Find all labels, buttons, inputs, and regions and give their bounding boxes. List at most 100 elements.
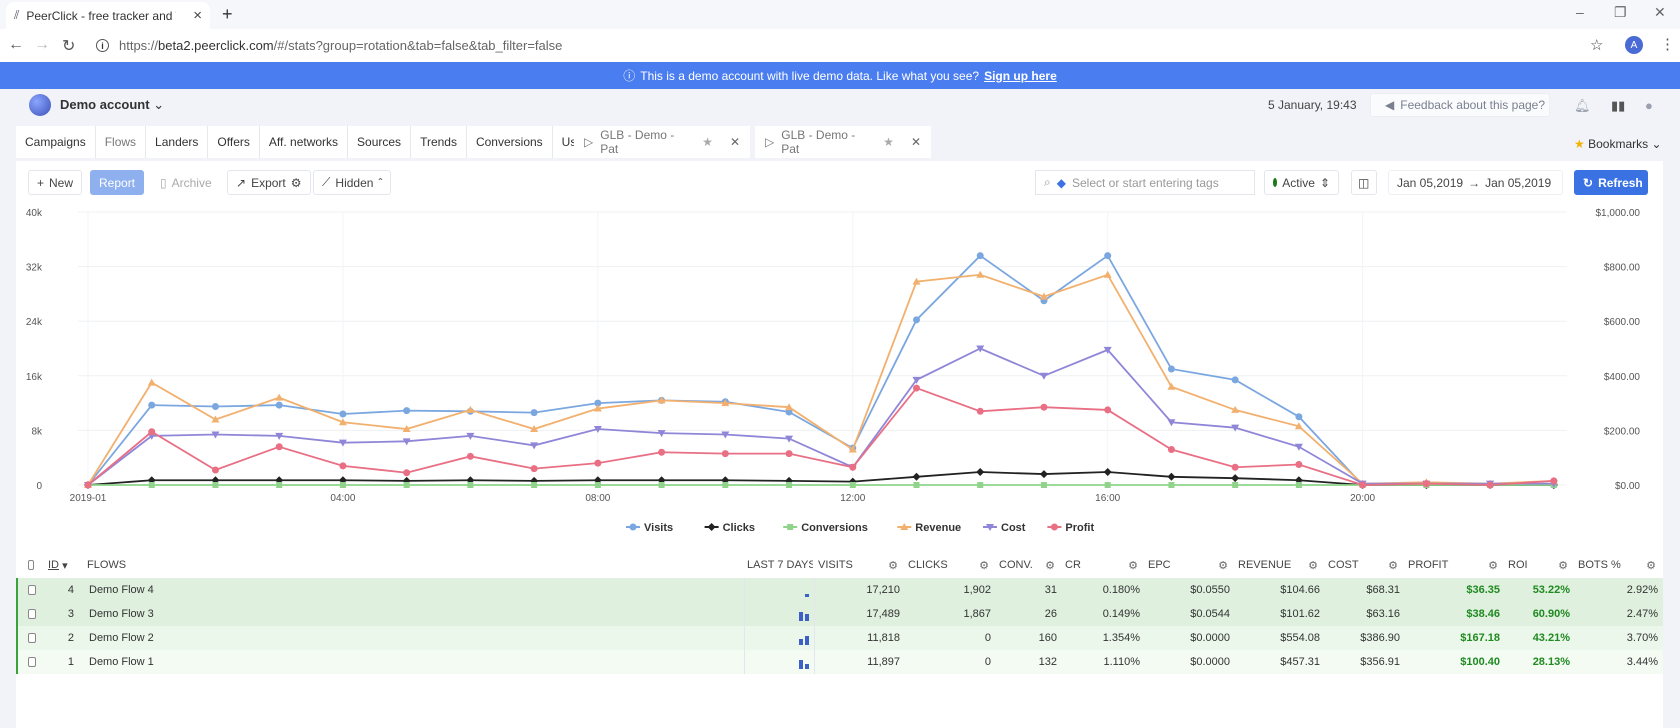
col-last7[interactable]: LAST 7 DAYS <box>742 554 813 576</box>
reload-icon[interactable]: ↻ <box>62 38 76 55</box>
forward-icon[interactable]: → <box>34 36 50 53</box>
back-icon[interactable]: ← <box>8 36 24 53</box>
new-tab-icon[interactable]: + <box>222 4 233 24</box>
cell-checkbox[interactable] <box>18 578 36 602</box>
spark-bar <box>799 612 803 621</box>
browser-tab[interactable]: ⫽ PeerClick - free tracker and TDS × <box>6 2 210 29</box>
cell-name[interactable]: Demo Flow 1 <box>89 656 154 668</box>
spark-bar <box>799 660 803 669</box>
point-visits <box>913 316 921 324</box>
columns-toggle-button[interactable]: ◫ <box>1351 170 1377 195</box>
col-cr[interactable]: CR ⚙ <box>1060 554 1143 576</box>
book-icon[interactable]: ▮▮ <box>1611 98 1626 113</box>
restore-icon[interactable]: ❐ <box>1614 4 1627 20</box>
tab-sources[interactable]: Sources <box>348 126 412 158</box>
cell-name[interactable]: Demo Flow 2 <box>89 632 154 644</box>
close-pinned-icon[interactable]: ✕ <box>910 135 921 149</box>
url-field[interactable]: i https://beta2.peerclick.com/#/stats?gr… <box>96 34 562 57</box>
row-checkbox[interactable] <box>28 585 36 595</box>
sign-up-link[interactable]: Sign up here <box>984 68 1057 83</box>
tab-flows[interactable]: Flows <box>96 126 147 158</box>
export-button[interactable]: ↗ Export ⚙ <box>227 170 311 195</box>
pin-star-icon[interactable]: ★ <box>702 135 713 149</box>
profile-avatar[interactable]: A <box>1625 36 1643 54</box>
col-revenue[interactable]: REVENUE ⚙ <box>1233 554 1323 576</box>
bookmarks-menu[interactable]: ★ Bookmarks ⌄ <box>1574 137 1662 151</box>
tab-aff-networks[interactable]: Aff. networks <box>260 126 349 158</box>
user-icon[interactable]: ● <box>1645 98 1653 113</box>
pinned-tab[interactable]: ▷ GLB - Demo - Pat ★ ✕ <box>755 126 931 158</box>
cell-name[interactable]: Demo Flow 3 <box>89 608 154 620</box>
tab-campaigns[interactable]: Campaigns <box>16 126 96 158</box>
cell-checkbox[interactable] <box>18 626 36 650</box>
gear-icon[interactable]: ⚙ <box>888 559 898 572</box>
archive-button[interactable]: ▯ Archive <box>152 170 220 195</box>
info-icon[interactable]: i <box>96 39 109 52</box>
point-visits <box>403 407 411 415</box>
row-checkbox[interactable] <box>28 609 36 619</box>
col-id-label: ID <box>48 559 59 571</box>
status-select[interactable]: Active ⇕ <box>1264 170 1339 195</box>
tab-landers[interactable]: Landers <box>146 126 209 158</box>
cell-checkbox[interactable] <box>18 650 36 674</box>
gear-icon[interactable]: ⚙ <box>1646 559 1656 572</box>
col-profit[interactable]: PROFIT ⚙ <box>1403 554 1503 576</box>
report-button[interactable]: Report <box>90 170 145 195</box>
y-left-tick-label: 8k <box>31 426 43 437</box>
gear-icon[interactable]: ⚙ <box>1558 559 1568 572</box>
point-revenue <box>593 404 602 412</box>
browser-tab-title: PeerClick - free tracker and TDS <box>26 8 176 23</box>
point-visits <box>339 410 347 418</box>
table-row[interactable]: 3 Demo Flow 3 17,489 1,867 26 0.149% $0.0544 $1… <box>16 602 1663 626</box>
table-row[interactable]: 4 Demo Flow 4 17,210 1,902 31 0.180% $0.0550 $1… <box>16 578 1663 602</box>
date-range-picker[interactable]: Jan 05,2019 → Jan 05,2019 <box>1388 170 1563 195</box>
gear-icon[interactable]: ⚙ <box>1045 559 1055 572</box>
close-tab-icon[interactable]: × <box>193 7 202 24</box>
col-clicks[interactable]: CLICKS ⚙ <box>903 554 994 576</box>
col-visits[interactable]: VISITS ⚙ <box>813 554 903 576</box>
cell-checkbox[interactable] <box>18 602 36 626</box>
gear-icon[interactable]: ⚙ <box>1218 559 1228 572</box>
table-row[interactable]: 1 Demo Flow 1 11,897 0 132 1.110% $0.0000 $457.… <box>16 650 1663 674</box>
columns-icon: ◫ <box>1358 175 1370 190</box>
checkbox[interactable] <box>28 560 34 570</box>
bookmark-star-icon[interactable]: ☆ <box>1590 37 1604 54</box>
app-header: Demo account ⌄ 5 January, 19:43 ◀ Feedba… <box>0 89 1680 122</box>
browser-menu-icon[interactable]: ⋮ <box>1660 36 1675 53</box>
sparkline <box>781 583 809 597</box>
col-epc[interactable]: EPC ⚙ <box>1143 554 1233 576</box>
tab-offers[interactable]: Offers <box>208 126 260 158</box>
cell-name[interactable]: Demo Flow 4 <box>89 584 154 596</box>
table-row[interactable]: 2 Demo Flow 2 11,818 0 160 1.354% $0.0000 $554.… <box>16 626 1663 650</box>
new-button[interactable]: + New <box>28 170 83 195</box>
tab-conversions[interactable]: Conversions <box>467 126 553 158</box>
select-all-checkbox[interactable] <box>16 554 34 576</box>
row-checkbox[interactable] <box>28 633 36 643</box>
feedback-button[interactable]: ◀ Feedback about this page? <box>1370 93 1550 117</box>
gear-icon[interactable]: ⚙ <box>1308 559 1318 572</box>
close-pinned-icon[interactable]: ✕ <box>729 135 740 149</box>
gear-icon[interactable]: ⚙ <box>1128 559 1138 572</box>
bell-icon[interactable]: 🔔︎ <box>1574 98 1591 113</box>
gear-icon[interactable]: ⚙ <box>1488 559 1498 572</box>
export-label: Export <box>251 175 286 190</box>
gear-icon[interactable]: ⚙ <box>979 559 989 572</box>
refresh-button[interactable]: ↻ Refresh <box>1574 170 1648 195</box>
tab-trends[interactable]: Trends <box>411 126 467 158</box>
account-switcher[interactable]: Demo account ⌄ <box>60 97 164 113</box>
window-close-icon[interactable]: ✕ <box>1654 4 1666 20</box>
row-checkbox[interactable] <box>28 657 36 667</box>
minimize-icon[interactable]: – <box>1576 4 1584 20</box>
pin-star-icon[interactable]: ★ <box>883 135 894 149</box>
hidden-columns-button[interactable]: ⟋ Hidden ˆ <box>313 170 392 195</box>
col-conv[interactable]: CONV. ⚙ <box>994 554 1060 576</box>
col-cost[interactable]: COST ⚙ <box>1323 554 1403 576</box>
point-cost <box>1167 419 1176 427</box>
tags-search-input[interactable]: ⌕ ◆ Select or start entering tags <box>1035 170 1255 195</box>
col-id[interactable]: ID ▾ <box>34 554 82 576</box>
gear-icon[interactable]: ⚙ <box>1388 559 1398 572</box>
col-roi[interactable]: ROI ⚙ <box>1503 554 1573 576</box>
col-bots[interactable]: BOTS % ⚙ <box>1573 554 1661 576</box>
col-flows[interactable]: FLOWS <box>82 554 742 576</box>
pinned-tab[interactable]: ▷ GLB - Demo - Pat ★ ✕ <box>574 126 750 158</box>
